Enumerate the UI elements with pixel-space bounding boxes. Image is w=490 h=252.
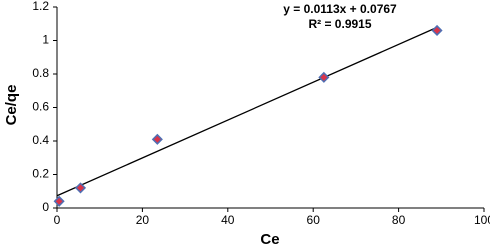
y-tick-label: 0.8 — [32, 66, 49, 80]
y-tick-label: 0.4 — [32, 133, 49, 147]
trendline — [56, 26, 438, 197]
point — [151, 133, 163, 145]
y-tick-label: 0 — [42, 200, 49, 214]
x-axis-title: Ce — [260, 231, 279, 247]
point — [431, 24, 443, 37]
x-tick-label: 80 — [392, 213, 406, 227]
y-tick-label: 1 — [42, 33, 49, 47]
x-tick-label: 100 — [474, 213, 490, 227]
point — [74, 182, 87, 194]
x-tick-label: 20 — [136, 213, 150, 227]
y-tick-label: 0.6 — [32, 100, 49, 114]
point — [53, 195, 65, 207]
x-tick-label: 40 — [221, 213, 235, 227]
equation: y = 0.0113x + 0.0767 — [283, 2, 397, 16]
r-squared: R² = 0.9915 — [308, 17, 371, 31]
y-axis-title: Ce/qe — [3, 85, 20, 126]
point — [318, 71, 330, 83]
x-tick-label: 60 — [307, 213, 321, 227]
x-tick-label: 0 — [54, 213, 61, 227]
y-tick-label: 1.2 — [32, 0, 49, 13]
y-tick-label: 0.2 — [32, 167, 49, 181]
